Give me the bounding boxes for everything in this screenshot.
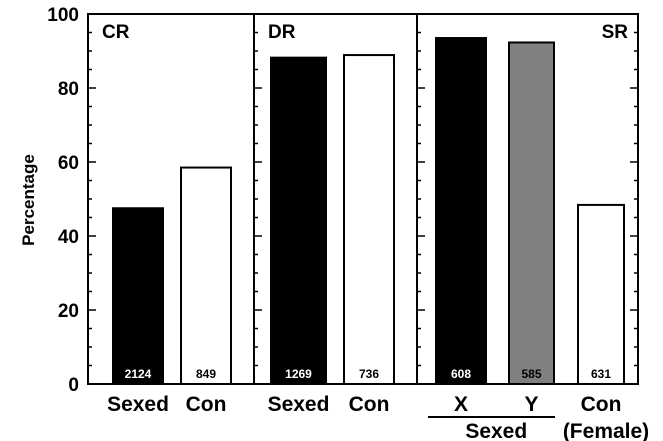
y-tick-label: 40 xyxy=(58,227,79,248)
x-category-label: Con xyxy=(581,393,622,416)
panel-sr: SR 608 X 585 Y 631 Con Sexed (Female) xyxy=(428,22,649,441)
bar-n-label: 608 xyxy=(451,367,471,381)
y-tick-label: 0 xyxy=(68,375,79,396)
bar-n-label: 2124 xyxy=(125,367,152,381)
bar-n-label: 585 xyxy=(521,367,541,381)
x-category-label: Con xyxy=(186,393,227,416)
bar xyxy=(577,203,625,385)
y-tick-label: 100 xyxy=(47,5,79,26)
panels: CR 2124 Sexed 849 Con DR 1269 Sexed 736 Con SR 608 X… xyxy=(102,22,649,441)
y-axis-title: Percentage xyxy=(19,154,38,246)
panel-label: DR xyxy=(268,22,296,43)
bar-n-label: 736 xyxy=(359,367,379,381)
bar xyxy=(508,41,555,386)
extra-category-label: (Female) xyxy=(563,420,649,441)
panel-dr: DR 1269 Sexed 736 Con xyxy=(268,22,395,416)
bar-n-label: 631 xyxy=(591,367,611,381)
panel-label: SR xyxy=(602,22,629,43)
group-label: Sexed xyxy=(465,420,527,441)
x-category-label: X xyxy=(454,393,468,416)
bar-n-label: 849 xyxy=(196,367,216,381)
bar xyxy=(270,56,327,385)
bar xyxy=(343,54,395,385)
x-category-label: Sexed xyxy=(268,393,330,416)
x-category-label: Y xyxy=(524,393,538,416)
panel-cr: CR 2124 Sexed 849 Con xyxy=(102,22,232,416)
y-tick-label: 60 xyxy=(58,153,79,174)
bar xyxy=(180,166,232,385)
bar-n-label: 1269 xyxy=(285,367,312,381)
bar xyxy=(112,207,164,385)
y-tick-label: 80 xyxy=(58,79,79,100)
x-category-label: Con xyxy=(349,393,390,416)
bar xyxy=(435,37,487,386)
panel-label: CR xyxy=(102,22,130,43)
y-tick-label: 20 xyxy=(58,301,79,322)
x-category-label: Sexed xyxy=(107,393,169,416)
